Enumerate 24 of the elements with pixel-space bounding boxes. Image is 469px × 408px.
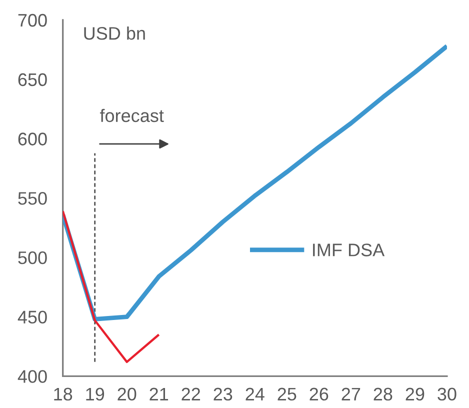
x-tick-label: 25 — [278, 388, 296, 401]
y-axis-title: USD bn — [84, 26, 145, 40]
line-series — [62, 210, 160, 364]
x-tick-label: 19 — [86, 388, 104, 401]
x-tick-label: 21 — [150, 388, 168, 400]
legend-label: IMF DSA — [313, 244, 385, 256]
x-tick-label: 24 — [246, 388, 264, 400]
x-tick-label: 20 — [118, 388, 136, 401]
x-tick-label: 28 — [374, 388, 392, 401]
x-tick-label: 18 — [54, 388, 72, 401]
x-tick-label: 22 — [182, 388, 200, 400]
annotation: forecast — [100, 108, 164, 122]
x-tick-label: 23 — [214, 388, 232, 401]
y-tick-label: 650 — [18, 73, 47, 86]
y-tick-label: 400 — [18, 370, 47, 383]
y-tick-label: 500 — [18, 251, 47, 264]
y-tick-label: 450 — [18, 310, 47, 324]
y-tick-label: 700 — [18, 14, 47, 27]
x-tick-label: 29 — [406, 388, 424, 401]
y-tick-label: 550 — [18, 192, 47, 205]
x-tick-label: 30 — [438, 388, 456, 401]
x-tick-label: 26 — [310, 388, 328, 401]
x-tick-label: 27 — [342, 388, 360, 400]
y-tick-label: 600 — [18, 132, 47, 146]
